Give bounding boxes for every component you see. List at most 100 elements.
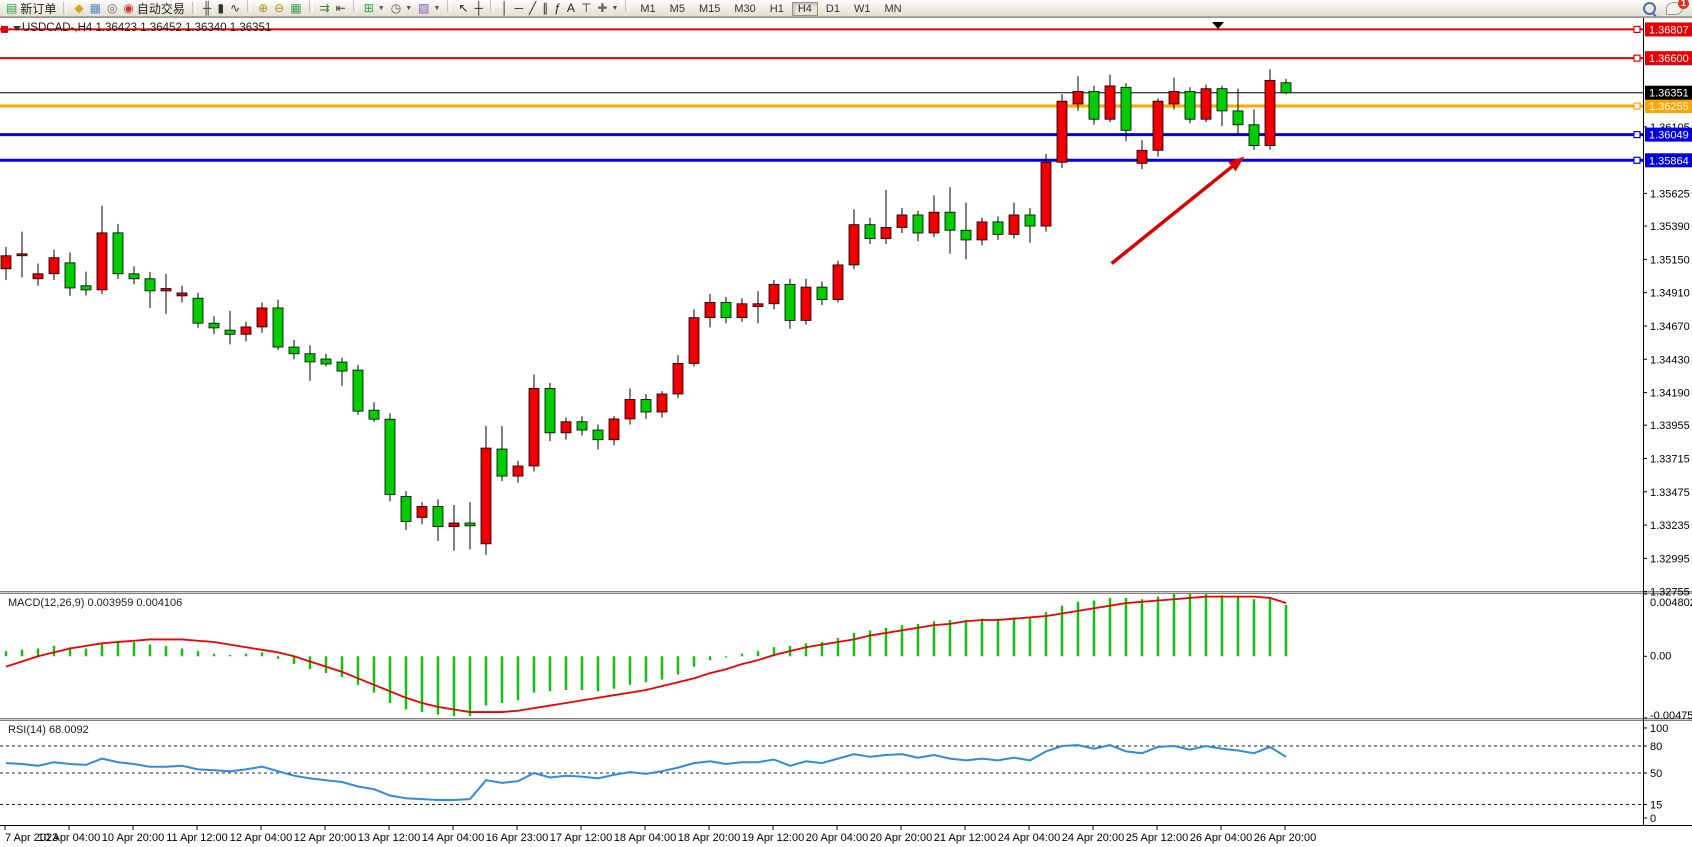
candle-body-bull	[448, 522, 460, 528]
time-axis-label: 24 Apr 20:00	[1062, 832, 1124, 844]
arrows-shapes-button[interactable]: ✚ ▼	[594, 1, 621, 16]
macd-label: MACD(12,26,9) 0.003959 0.004106	[8, 597, 182, 609]
time-axis-label: 21 Apr 12:00	[934, 832, 996, 844]
timeframe-button-d1[interactable]: D1	[825, 2, 840, 15]
tile-windows-button[interactable]: ▦	[287, 1, 304, 16]
candle-body-bear	[1184, 91, 1196, 120]
navigator-button[interactable]: ◎	[104, 1, 120, 16]
price-axis-tick-label: 1.33475	[1650, 487, 1690, 499]
candle-body-bull	[880, 227, 892, 239]
text-button[interactable]: A	[564, 1, 578, 16]
bar-chart-button[interactable]: ╫	[200, 1, 215, 16]
candle-body-bull	[1168, 91, 1180, 105]
rsi-label: RSI(14) 68.0092	[8, 724, 89, 736]
auto-scroll-icon: ⇉	[319, 1, 330, 15]
hline-handle[interactable]	[1633, 54, 1641, 62]
tile-windows-icon: ▦	[290, 1, 302, 15]
price-axis-tick-label: 1.35625	[1650, 188, 1690, 200]
crosshair-button[interactable]: ┼	[471, 1, 486, 16]
candle-body-bear	[128, 273, 140, 280]
price-label-box	[1645, 153, 1692, 168]
candle-body-bull	[416, 506, 428, 518]
trend-arrow-head	[1228, 156, 1245, 172]
templates-button[interactable]: ▨ ▼	[415, 1, 443, 16]
text-label-button[interactable]: ⊤	[578, 1, 594, 16]
timeframe-button-m1[interactable]: M1	[640, 2, 656, 15]
timeframe-button-m5[interactable]: M5	[669, 2, 685, 15]
chart-area[interactable]: USDCAD-,H4 1.36423 1.36452 1.36340 1.363…	[0, 17, 1692, 847]
timeframe-button-h4[interactable]: H4	[791, 1, 818, 16]
periods-button[interactable]: ◷ ▼	[388, 1, 415, 16]
time-axis-label: 11 Apr 12:00	[166, 832, 228, 844]
indicators-button[interactable]: ⊞ ▼	[361, 1, 388, 16]
equidistant-channel-button[interactable]: ∥	[539, 1, 551, 16]
time-axis-label: 14 Apr 04:00	[422, 832, 484, 844]
candle-body-bull	[1264, 79, 1276, 146]
notifications-icon[interactable]: 1	[1666, 0, 1689, 15]
timeframe-button-mn[interactable]: MN	[884, 2, 902, 15]
candle-body-bear	[400, 495, 412, 522]
chart-shift-marker[interactable]	[1212, 22, 1224, 29]
horizontal-line-button[interactable]: ─	[511, 1, 526, 16]
search-icon[interactable]	[1643, 1, 1656, 15]
zoom-in-button[interactable]: ⊕	[255, 1, 271, 16]
toolbar-separator	[308, 0, 313, 12]
candle-body-bull	[480, 447, 492, 545]
auto-scroll-button[interactable]: ⇉	[317, 1, 333, 16]
toolbar: ▤ 新订单 ◆ ▦ ◎ ◉ 自动交易 ╫ ▮ ∿ ⊕ ⊖ ▦ ⇉ ⇤ ⊞ ▼ ◷ ▼ ▨ ▼ ↖ ┼ │ ─ ╱ ∥ ƒ A ⊤…	[0, 0, 1692, 17]
price-label-box	[1645, 22, 1692, 37]
candle-body-bull	[1200, 88, 1212, 120]
candle-body-bear	[1216, 88, 1228, 112]
candlestick-chart-button[interactable]: ▮	[214, 1, 227, 16]
hline-handle[interactable]	[1633, 156, 1641, 164]
timeframe-button-h1[interactable]: H1	[769, 2, 784, 15]
hline-handle[interactable]	[1633, 131, 1641, 139]
crosshair-icon: ┼	[474, 1, 483, 15]
candle-body-bear	[992, 221, 1004, 235]
chart-shift-icon: ⇤	[335, 1, 346, 15]
candle-body-bear	[864, 224, 876, 239]
history-quotes-button[interactable]: ◆	[71, 1, 86, 16]
candle-body-bull	[160, 288, 172, 292]
zoom-out-icon: ⊖	[274, 1, 285, 15]
hline-handle[interactable]	[1633, 25, 1641, 34]
cursor-icon: ↖	[458, 1, 469, 15]
rsi-axis-tick-label: 15	[1650, 800, 1662, 812]
rsi-axis-tick-label: 0	[1650, 813, 1656, 825]
time-axis-label: 12 Apr 04:00	[230, 832, 292, 844]
time-axis-label: 19 Apr 12:00	[742, 832, 804, 844]
hline-left-handle[interactable]	[1, 25, 8, 33]
timeframe-button-w1[interactable]: W1	[853, 2, 871, 15]
zoom-out-button[interactable]: ⊖	[271, 1, 287, 16]
hline-handle[interactable]	[1633, 102, 1641, 110]
templates-icon: ▨	[418, 1, 430, 15]
symbol-dropdown-icon[interactable]	[13, 26, 21, 31]
autotrading-button[interactable]: ◉ 自动交易	[120, 1, 188, 16]
candle-body-bull	[800, 286, 812, 321]
toolbar-separator	[247, 0, 252, 12]
trendline-button[interactable]: ╱	[526, 1, 539, 16]
line-chart-button[interactable]: ∿	[227, 1, 243, 16]
timeframe-button-m30[interactable]: M30	[734, 2, 756, 15]
time-axis-label: 20 Apr 04:00	[806, 832, 868, 844]
vertical-line-button[interactable]: │	[498, 1, 512, 16]
candle-body-bull	[672, 363, 684, 395]
trend-arrow[interactable]	[1110, 161, 1238, 265]
time-axis-label: 7 Apr 2023	[5, 832, 58, 844]
market-watch-icon: ▦	[89, 0, 101, 15]
price-label-box	[1645, 51, 1692, 66]
price-label-text: 1.36600	[1649, 53, 1689, 65]
chart-shift-button[interactable]: ⇤	[333, 1, 349, 16]
price-axis-tick-label: 1.35150	[1650, 254, 1690, 266]
candle-body-bull	[48, 257, 60, 275]
timeframe-button-m15[interactable]: M15	[698, 2, 721, 15]
new-order-button[interactable]: ▤ 新订单	[3, 1, 59, 16]
new-order-label: 新订单	[20, 1, 57, 16]
fibonacci-button[interactable]: ƒ	[551, 1, 564, 16]
panel-separator[interactable]	[0, 591, 1692, 594]
cursor-button[interactable]: ↖	[455, 1, 471, 16]
panel-separator[interactable]	[0, 718, 1692, 721]
price-axis-tick-label: 1.32755	[1650, 587, 1690, 599]
market-watch-button[interactable]: ▦	[87, 1, 104, 16]
